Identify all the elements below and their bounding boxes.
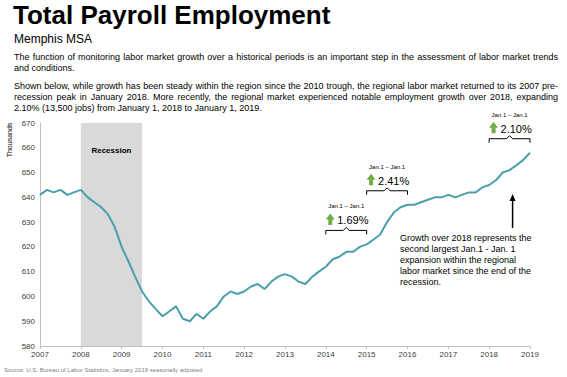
svg-text:Jan.1 – Jan.1: Jan.1 – Jan.1 <box>328 203 365 209</box>
html-text:Memphis MSA: Memphis MSA <box>14 32 92 46</box>
svg-text:2016: 2016 <box>399 350 417 359</box>
svg-text:2008: 2008 <box>72 350 90 359</box>
svg-text:2.10%: 2.10% <box>501 123 532 135</box>
svg-text:660: 660 <box>22 143 36 152</box>
svg-text:590: 590 <box>22 317 36 326</box>
svg-text:2014: 2014 <box>317 350 335 359</box>
svg-text:2015: 2015 <box>358 350 376 359</box>
html-text:The function of monitoring lab: The function of monitoring labor market … <box>14 52 558 73</box>
svg-text:2011: 2011 <box>195 350 213 359</box>
svg-text:recession.: recession. <box>400 277 441 287</box>
svg-text:1.69%: 1.69% <box>337 214 368 226</box>
svg-text:630: 630 <box>22 218 36 227</box>
svg-text:620: 620 <box>22 242 36 251</box>
html-text:Shown below, while growth has: Shown below, while growth has been stead… <box>14 81 558 113</box>
svg-text:2017: 2017 <box>439 350 457 359</box>
svg-text:2013: 2013 <box>276 350 294 359</box>
svg-text:2019: 2019 <box>521 350 539 359</box>
svg-text:610: 610 <box>22 267 36 276</box>
svg-text:second largest Jan.1 - Jan. 1: second largest Jan.1 - Jan. 1 <box>400 244 518 254</box>
svg-text:2007: 2007 <box>31 350 49 359</box>
svg-text:670: 670 <box>22 119 36 128</box>
svg-text:Source: U.S. Bureau of Labor S: Source: U.S. Bureau of Labor Statistics,… <box>4 367 202 373</box>
svg-text:2010: 2010 <box>154 350 172 359</box>
svg-text:580: 580 <box>21 341 35 351</box>
svg-text:Growth over 2018 represents th: Growth over 2018 represents the <box>400 233 534 243</box>
svg-text:Jan.1 – Jan.1: Jan.1 – Jan.1 <box>492 112 529 118</box>
svg-text:expansion within the regional: expansion within the regional <box>400 255 519 265</box>
svg-text:labor market since the end of: labor market since the end of the <box>400 266 534 276</box>
svg-text:650: 650 <box>22 168 36 177</box>
svg-text:Jan.1 – Jan.1: Jan.1 – Jan.1 <box>369 164 406 170</box>
svg-text:2012: 2012 <box>235 350 253 359</box>
svg-text:2.41%: 2.41% <box>378 175 409 187</box>
svg-text:2009: 2009 <box>113 350 131 359</box>
svg-text:2018: 2018 <box>480 350 498 359</box>
html-text:Total Payroll Employment: Total Payroll Employment <box>13 0 331 30</box>
svg-text:600: 600 <box>22 292 36 301</box>
svg-text:Thousands: Thousands <box>6 122 13 157</box>
svg-text:Recession: Recession <box>91 146 131 155</box>
svg-text:640: 640 <box>22 193 36 202</box>
